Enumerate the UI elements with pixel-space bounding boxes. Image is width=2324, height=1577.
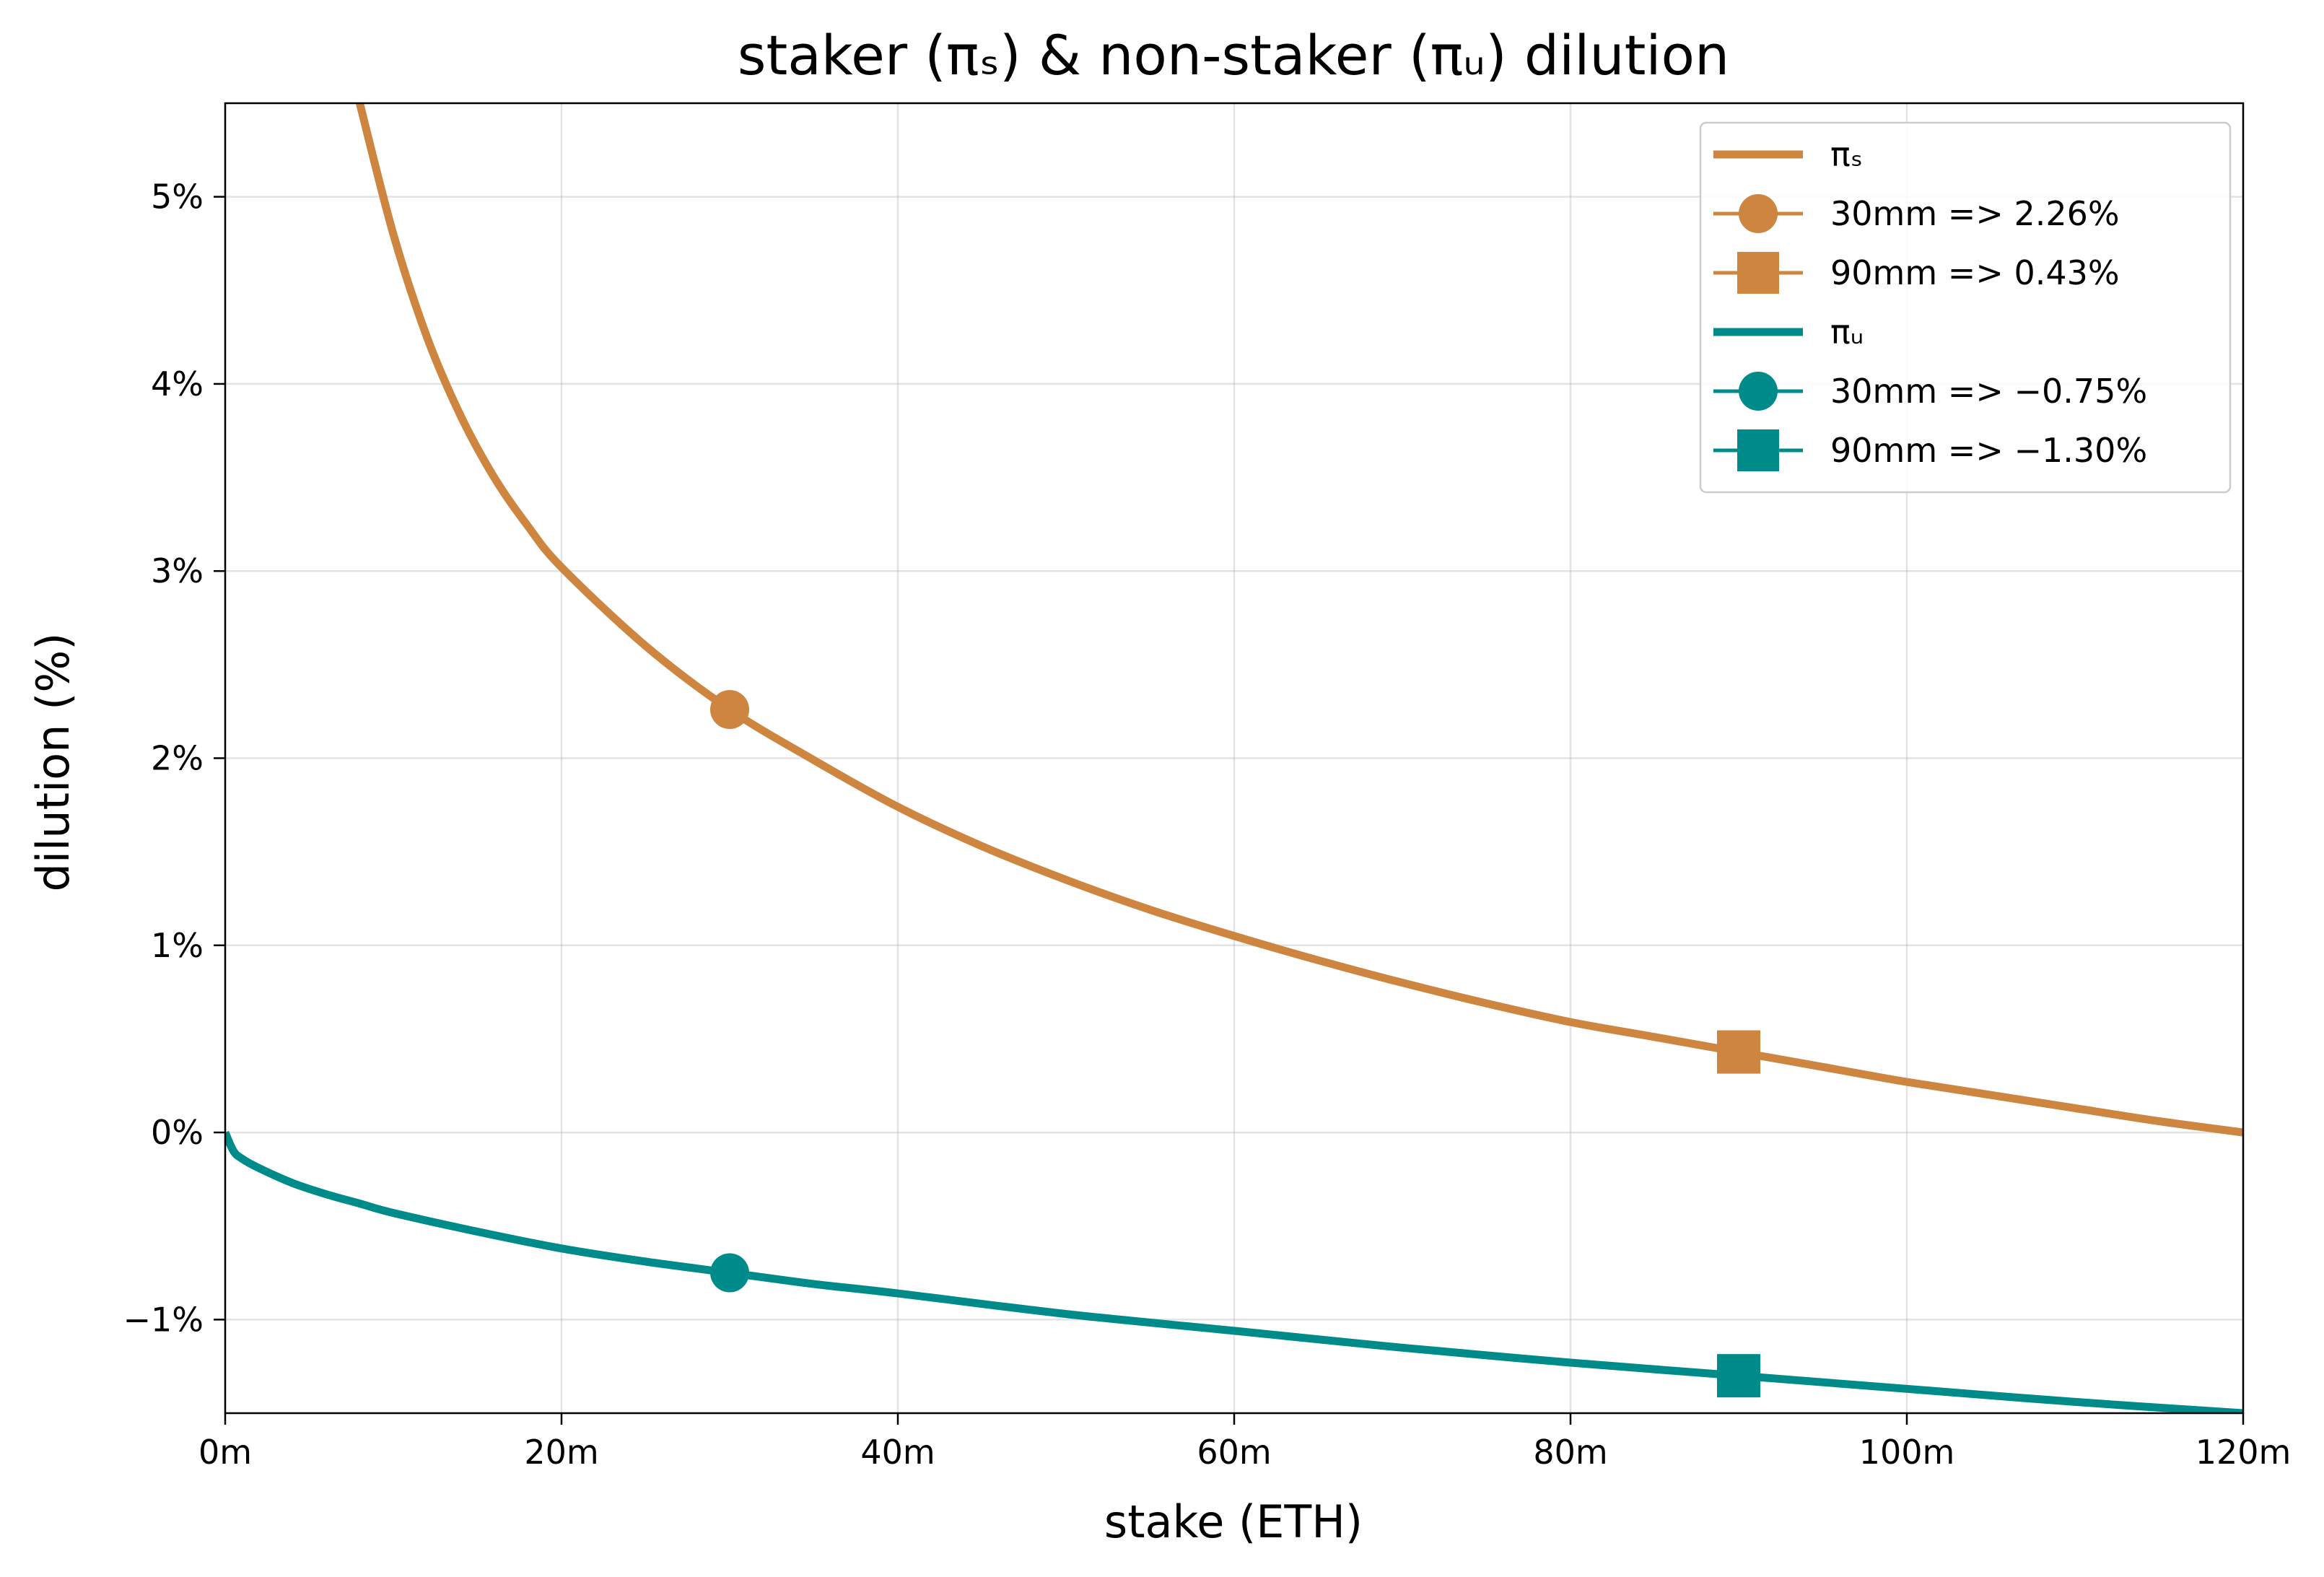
x-tick-label: 0m bbox=[198, 1433, 252, 1472]
chart-title: staker (πₛ) & non-staker (πᵤ) dilution bbox=[738, 23, 1729, 87]
x-tick-label: 60m bbox=[1197, 1433, 1271, 1472]
y-tick-label: 4% bbox=[151, 364, 204, 403]
y-tick-label: −1% bbox=[123, 1300, 204, 1339]
legend-circle-swatch bbox=[1739, 194, 1778, 233]
x-axis: 0m 20m 40m 60m 80m 100m 120m bbox=[198, 1413, 2291, 1472]
x-tick-label: 20m bbox=[524, 1433, 598, 1472]
legend-label: 90mm => 0.43% bbox=[1830, 253, 2120, 292]
legend-label: 30mm => −0.75% bbox=[1830, 372, 2147, 411]
legend-square-swatch bbox=[1737, 429, 1779, 471]
marker-circle-2 bbox=[710, 1253, 749, 1293]
marker-square-3 bbox=[1717, 1354, 1760, 1398]
legend-box bbox=[1699, 121, 2232, 494]
y-tick-label: 5% bbox=[151, 178, 204, 217]
marker-square-1 bbox=[1717, 1030, 1760, 1074]
non-staker-dilution-line bbox=[225, 1130, 2243, 1413]
x-tick-label: 100m bbox=[1859, 1433, 1955, 1472]
legend-circle-swatch bbox=[1739, 372, 1778, 411]
y-tick-label: 3% bbox=[151, 551, 204, 590]
y-tick-label: 2% bbox=[151, 739, 204, 778]
legend-label: 30mm => 2.26% bbox=[1830, 194, 2120, 233]
x-tick-label: 120m bbox=[2196, 1433, 2292, 1472]
legend-label: πᵤ bbox=[1830, 313, 1864, 351]
legend-label: 90mm => −1.30% bbox=[1830, 431, 2147, 470]
grid bbox=[224, 103, 2245, 1413]
staker-dilution-line bbox=[356, 103, 2243, 1137]
y-axis-label: dilution (%) bbox=[27, 633, 79, 892]
y-tick-label: 1% bbox=[151, 926, 204, 965]
legend: πₛ 30mm => 2.26% 90mm => 0.43% πᵤ 30mm => −0… bbox=[1699, 121, 2232, 494]
x-tick-label: 40m bbox=[860, 1433, 935, 1472]
x-axis-label: stake (ETH) bbox=[1104, 1495, 1363, 1548]
legend-square-swatch bbox=[1737, 252, 1779, 294]
plot-area bbox=[225, 103, 2243, 1413]
y-tick-label: 0% bbox=[151, 1113, 204, 1152]
legend-label: πₛ bbox=[1830, 135, 1863, 174]
x-tick-label: 80m bbox=[1533, 1433, 1607, 1472]
marker-circle-0 bbox=[710, 690, 749, 730]
y-axis: −1% 0% 1% 2% 3% 4% 5% bbox=[123, 178, 225, 1339]
